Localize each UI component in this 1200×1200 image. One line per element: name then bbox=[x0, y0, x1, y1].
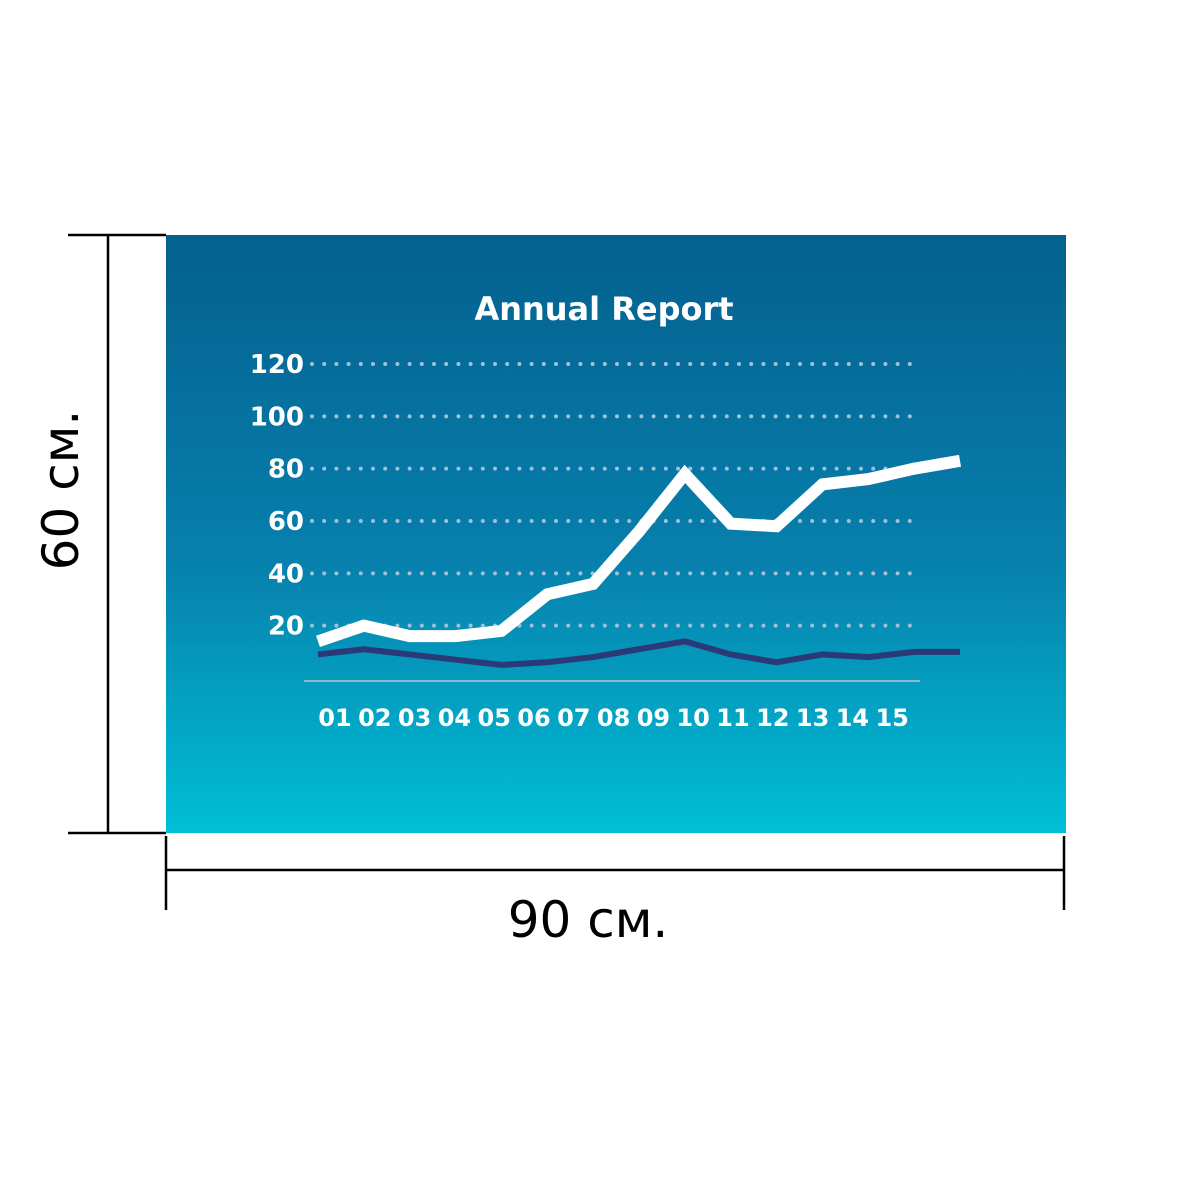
height-label: 60 см. bbox=[32, 410, 90, 571]
x-tick-label: 10 bbox=[676, 704, 709, 732]
x-tick-label: 02 bbox=[358, 704, 391, 732]
y-tick-label: 40 bbox=[268, 559, 304, 589]
x-tick-label: 04 bbox=[438, 704, 471, 732]
x-tick-label: 01 bbox=[318, 704, 351, 732]
chart-title: Annual Report bbox=[474, 290, 733, 328]
x-tick-label: 13 bbox=[796, 704, 829, 732]
x-tick-label: 09 bbox=[637, 704, 670, 732]
x-axis-ticks: 01 02 03 04 05 06 07 08 09 10 11 12 13 14 15 bbox=[318, 704, 909, 732]
chart-panel bbox=[166, 235, 1066, 833]
y-tick-label: 20 bbox=[268, 612, 304, 642]
y-tick-label: 60 bbox=[268, 507, 304, 537]
x-tick-label: 07 bbox=[557, 704, 590, 732]
y-tick-label: 100 bbox=[250, 402, 304, 432]
height-dimension: 60 см. bbox=[32, 233, 166, 835]
x-tick-label: 11 bbox=[716, 704, 749, 732]
width-dimension: 90 см. bbox=[164, 836, 1066, 949]
x-tick-label: 12 bbox=[756, 704, 789, 732]
y-tick-label: 80 bbox=[268, 455, 304, 485]
x-tick-label: 03 bbox=[398, 704, 431, 732]
y-tick-label: 120 bbox=[250, 350, 304, 380]
x-tick-label: 05 bbox=[477, 704, 510, 732]
y-axis-ticks: 20 40 60 80 100 120 bbox=[250, 350, 304, 642]
chart-title-text: Annual Report bbox=[474, 290, 733, 328]
x-tick-label: 14 bbox=[836, 704, 869, 732]
x-tick-label: 08 bbox=[597, 704, 630, 732]
x-tick-label: 15 bbox=[875, 704, 908, 732]
x-tick-label: 06 bbox=[517, 704, 550, 732]
width-label: 90 см. bbox=[508, 891, 669, 949]
series bbox=[316, 454, 962, 668]
